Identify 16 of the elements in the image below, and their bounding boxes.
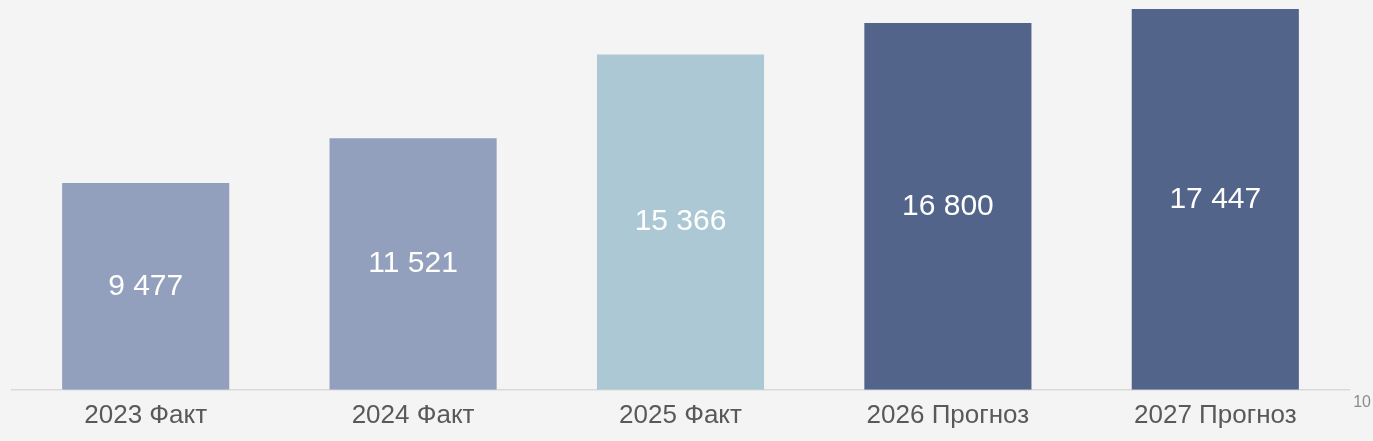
bar xyxy=(1131,9,1299,390)
x-tick-label: 2027 Прогноз xyxy=(1134,398,1297,429)
data-label: 17 447 xyxy=(1169,180,1262,214)
text: 10 xyxy=(1353,393,1372,411)
x-tick-label: 2024 Факт xyxy=(351,398,475,429)
x-tick-label: 2023 Факт xyxy=(84,398,208,429)
bar xyxy=(864,23,1032,390)
bar xyxy=(596,54,765,390)
x-tick-label: 2026 Прогноз xyxy=(866,398,1030,429)
bar xyxy=(329,138,497,390)
data-label: 16 800 xyxy=(902,187,994,221)
data-label: 11 521 xyxy=(368,245,458,279)
data-label: 9 477 xyxy=(108,267,184,301)
bar xyxy=(62,182,230,390)
data-label: 15 366 xyxy=(634,203,727,237)
x-tick-label: 2025 Факт xyxy=(619,398,743,429)
